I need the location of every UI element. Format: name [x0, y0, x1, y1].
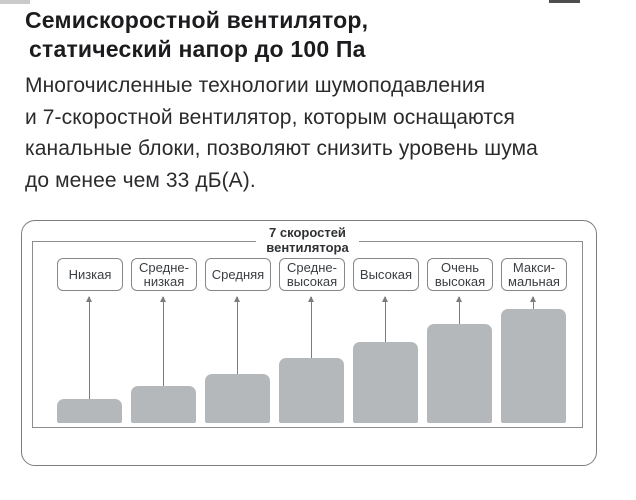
bar-speed-6	[427, 324, 492, 423]
bar-speed-2	[131, 386, 196, 423]
bar-speed-1	[57, 399, 122, 423]
arrow-up-icon	[86, 296, 92, 401]
arrowhead-icon	[234, 296, 240, 302]
arrow-up-icon	[160, 296, 166, 388]
speed-label-high: Высокая	[353, 258, 419, 291]
arrowhead-icon	[530, 296, 536, 302]
page-title-line1: Семискоростной вентилятор,	[25, 7, 369, 33]
diagram-title-text: 7 скоростей вентилятора	[256, 225, 359, 255]
speed-label-low: Низкая	[57, 258, 123, 291]
fan-speeds-diagram: 7 скоростей вентилятора Низкая Средне- н…	[21, 220, 597, 466]
description-paragraph: Многочисленные технологии шумоподавления…	[25, 74, 538, 192]
arrow-up-icon	[308, 296, 314, 360]
bar-speed-7	[501, 309, 566, 423]
bar-speed-3	[205, 374, 270, 423]
arrow-up-icon	[530, 296, 536, 311]
arrow-up-icon	[456, 296, 462, 326]
speed-label-medium: Средняя	[205, 258, 271, 291]
diagram-title: 7 скоростей вентилятора	[32, 225, 583, 257]
arrowhead-icon	[160, 296, 166, 302]
speed-label-very-high: Очень высокая	[427, 258, 493, 291]
speed-label-medium-low: Средне- низкая	[131, 258, 197, 291]
speed-label-maximum: Макси- мальная	[501, 258, 567, 291]
arrowhead-icon	[382, 296, 388, 302]
arrowhead-icon	[86, 296, 92, 302]
page-title-line2: статический напор до 100 Па	[29, 36, 366, 62]
page-title: Семискоростной вентилятор, статический н…	[25, 6, 368, 64]
arrow-up-icon	[382, 296, 388, 344]
bar-speed-5	[353, 342, 418, 423]
arrow-up-icon	[234, 296, 240, 376]
bar-speed-4	[279, 358, 344, 423]
crop-artifact-left	[0, 0, 30, 4]
arrowhead-icon	[456, 296, 462, 302]
arrowhead-icon	[308, 296, 314, 302]
speed-label-medium-high: Средне- высокая	[279, 258, 345, 291]
crop-artifact-dark	[549, 0, 580, 3]
